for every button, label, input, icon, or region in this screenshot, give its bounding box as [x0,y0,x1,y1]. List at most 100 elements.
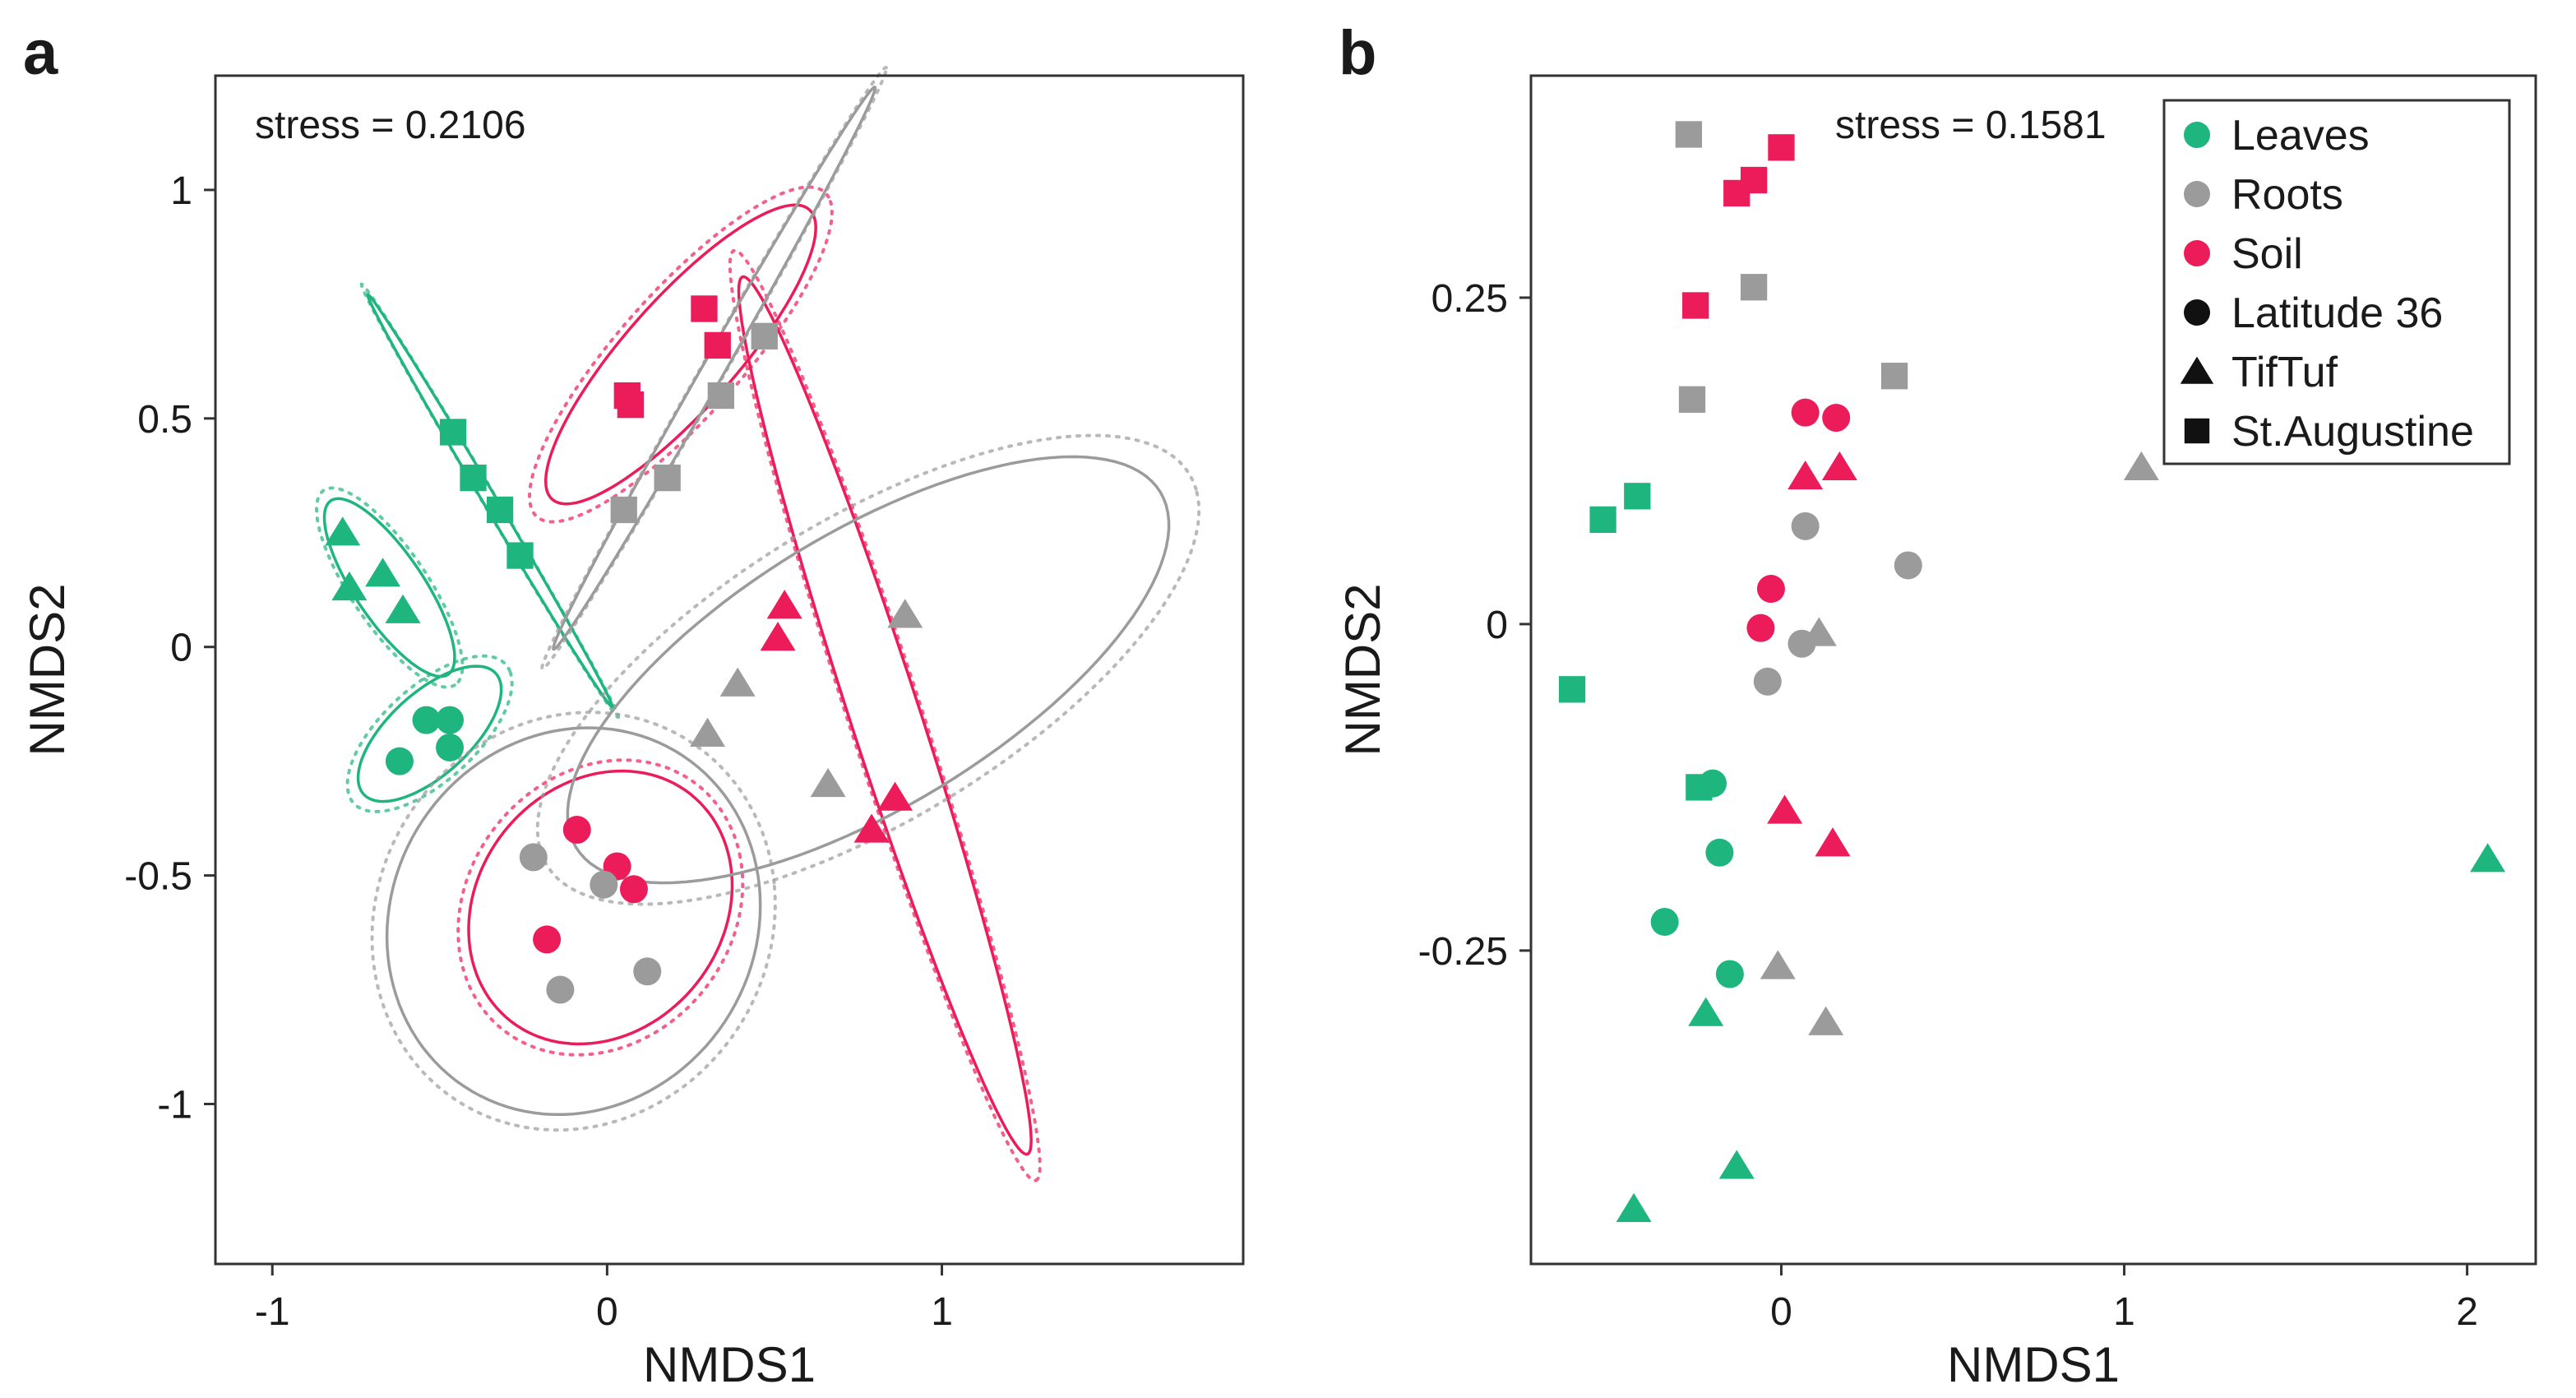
data-point-leaves-triangle [325,516,361,546]
y-tick-label: 0.25 [1431,277,1508,321]
data-point-roots-square [1675,121,1702,148]
data-point-roots-circle [590,870,618,899]
data-point-leaves-circle [436,706,465,734]
data-point-roots-square [1880,363,1908,390]
data-point-roots-circle [1894,551,1922,580]
data-point-soil-square [1723,179,1750,207]
data-point-soil-square [1682,292,1709,319]
data-point-roots-square [707,382,734,410]
confidence-ellipse [366,293,614,709]
x-tick-label: 1 [931,1290,953,1334]
legend: Leaves Roots Soil Latitude 36 TifTuf St.Augus… [2162,99,2511,465]
legend-label: Roots [2231,171,2343,219]
data-point-roots-circle [546,975,575,1004]
panel-label-a: a [23,18,58,88]
y-tick-label: 0 [170,627,192,670]
data-point-leaves-triangle [385,594,421,623]
axes: -1 0 1 -1 -0.5 0 0.5 1 [124,169,953,1334]
data-point-soil-triangle [1787,460,1824,490]
data-point-roots-circle [633,957,662,986]
x-axis-title: NMDS1 [1947,1337,2120,1392]
point-layer [325,295,923,1004]
data-point-roots-circle [519,843,548,872]
x-tick-label: 2 [2456,1290,2478,1334]
data-point-soil-triangle [766,590,802,619]
data-point-leaves-square [486,496,514,524]
data-point-soil-circle [1791,398,1820,427]
point-layer [1558,121,2506,1222]
panel-b: b 0 1 2 -0.25 0 0.25 stress = 0.1581 NMDS1 NM… [1335,18,2537,1392]
confidence-ellipse-outer [314,486,465,689]
data-point-soil-circle [533,925,562,954]
legend-label: Soil [2231,230,2303,278]
data-point-soil-circle [1746,613,1775,642]
y-axis-title: NMDS2 [20,583,75,756]
data-point-roots-triangle [690,717,726,747]
y-tick-label: -0.25 [1418,930,1508,974]
stress-label: stress = 0.2106 [255,104,526,147]
confidence-ellipse [356,664,503,803]
confidence-ellipse-outer [728,248,1042,1183]
data-point-leaves-circle [436,733,465,761]
data-point-roots-square [1678,386,1706,413]
stress-label: stress = 0.1581 [1835,104,2107,147]
confidence-ellipse [467,769,734,1046]
data-point-leaves-triangle [1616,1192,1652,1222]
legend-marker-circle [2184,299,2210,326]
data-point-soil-triangle [853,813,890,843]
y-tick-label: 0 [1486,604,1508,647]
data-point-leaves-square [1624,483,1651,510]
data-point-leaves-triangle [2470,843,2506,873]
y-tick-label: -1 [157,1083,192,1127]
data-point-leaves-circle [1705,838,1734,867]
data-point-roots-triangle [2123,451,2159,481]
x-tick-label: 1 [2113,1290,2135,1334]
confidence-ellipse-outer [345,654,514,813]
data-point-soil-triangle [1767,794,1803,824]
legend-label: St.Augustine [2231,408,2474,456]
data-point-roots-triangle [1760,950,1796,979]
data-point-leaves-square [460,464,487,492]
legend-box [2162,99,2511,465]
confidence-ellipse [566,455,1171,885]
data-point-leaves-circle [412,706,441,734]
x-axis-title: NMDS1 [643,1337,816,1392]
x-tick-label: 0 [596,1290,618,1334]
data-point-roots-square [654,464,681,492]
data-point-leaves-square [439,419,467,446]
data-point-soil-square [617,391,645,419]
data-point-leaves-circle [1650,907,1679,936]
confidence-ellipse-outer [370,711,777,1132]
confidence-ellipse [552,86,877,651]
data-point-roots-triangle [887,599,923,628]
data-point-soil-triangle [1821,451,1857,481]
data-point-leaves-square [1589,506,1616,534]
legend-marker-circle [2184,240,2210,266]
legend-marker-circle [2184,181,2210,207]
legend-label: Latitude 36 [2231,289,2443,337]
data-point-roots-circle [1791,512,1820,540]
panel-label-b: b [1339,18,1376,88]
y-axis-title: NMDS2 [1335,583,1390,756]
data-point-roots-square [1740,274,1768,301]
confidence-ellipse-outer [456,758,745,1057]
data-point-leaves-circle [385,747,414,775]
legend-label: Leaves [2231,112,2370,160]
plot-frame [214,74,1245,1266]
legend-marker-triangle [2180,356,2214,384]
plot-frame [1529,74,2537,1266]
y-tick-label: -0.5 [124,855,192,899]
data-point-roots-triangle [1808,1006,1844,1035]
data-point-soil-circle [1822,404,1851,433]
data-point-roots-triangle [810,767,846,798]
ellipse-layer [314,66,1201,1183]
data-point-leaves-square [1558,676,1586,703]
legend-marker-square [2184,418,2210,444]
data-point-roots-triangle [1801,617,1837,646]
x-tick-label: 0 [1770,1290,1792,1334]
data-point-soil-triangle [1815,827,1851,857]
data-point-soil-circle [1756,575,1785,604]
confidence-ellipse [385,726,762,1117]
confidence-ellipse-outer [535,433,1201,906]
data-point-roots-circle [1753,667,1782,696]
